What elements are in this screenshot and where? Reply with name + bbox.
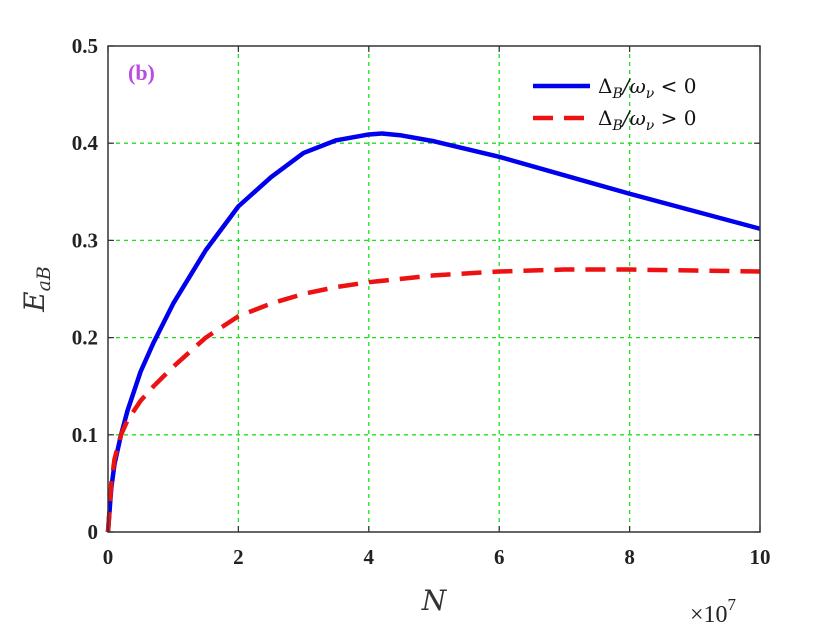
series-layer (105, 131, 761, 533)
plot-background (108, 46, 760, 532)
y-tick-label: 0.3 (72, 228, 98, 252)
y-tick-label: 0.5 (72, 34, 98, 58)
x-tick-label: 4 (364, 545, 375, 569)
legend-label-2: ΔB/ων > 0 (598, 106, 697, 134)
grid (108, 46, 760, 532)
plot-frame (107, 45, 761, 533)
y-tick-label: 0 (88, 520, 99, 544)
panel-label: (b) (128, 60, 155, 85)
series-line-2 (105, 267, 761, 533)
svg-text:EaB: EaB (18, 266, 55, 313)
y-axis-label-subscript: aB (33, 266, 55, 291)
x-tick-label: 2 (233, 545, 244, 569)
legend: ΔB/ων < 0 ΔB/ων > 0 (533, 74, 697, 134)
x-axis-label: N (421, 584, 448, 617)
y-tick-label: 0.4 (72, 131, 99, 155)
y-tick-label: 0.1 (72, 423, 98, 447)
y-tick-label: 0.2 (72, 326, 98, 350)
x-tick-label: 0 (103, 545, 114, 569)
x-tick-label: 8 (624, 545, 635, 569)
y-axis-label-main: E (18, 291, 51, 312)
legend-label-1: ΔB/ων < 0 (598, 74, 697, 102)
x-tick-label: 6 (494, 545, 505, 569)
x-tick-label: 10 (750, 545, 771, 569)
y-axis-label: EaB (18, 266, 55, 313)
x-exponent: ×107 (690, 595, 737, 628)
ticks: 0 2 4 6 8 10 0 0.1 0.2 0.3 0.4 0.5 (72, 34, 771, 569)
x-exponent-power: 7 (728, 595, 737, 614)
x-exponent-base: ×10 (690, 602, 728, 628)
